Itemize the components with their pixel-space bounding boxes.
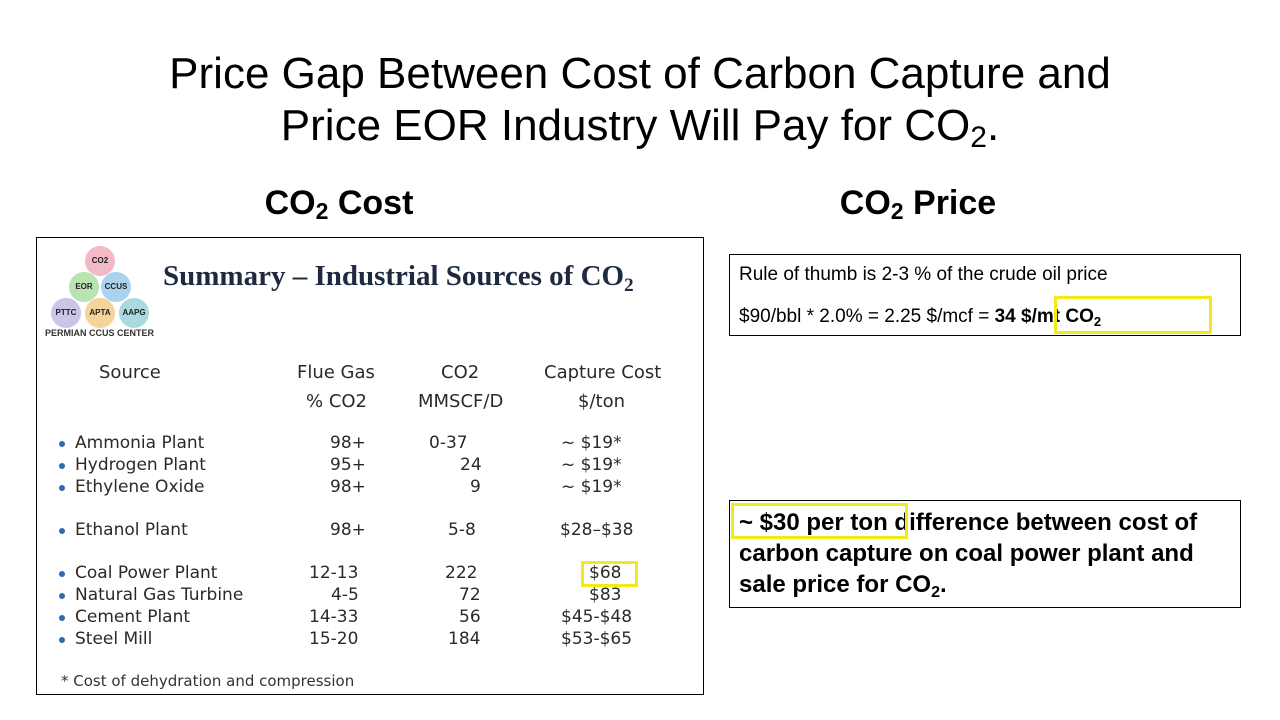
row-flue: 95+: [330, 455, 366, 475]
header-capture-cost: Capture Cost: [544, 362, 662, 383]
industrial-sources-table-image: CO2 EOR CCUS PTTC APTA AAPG PERMIAN CCUS…: [36, 237, 704, 695]
gap-subscript: 2: [931, 584, 940, 601]
slide-title-line2: Price EOR Industry Will Pay for CO2.: [0, 100, 1280, 154]
price-highlight-box: [1054, 296, 1212, 334]
gap-highlight-box: [731, 503, 908, 539]
row-source: Hydrogen Plant: [75, 455, 206, 475]
logo-bubble-ccus: CCUS: [101, 272, 131, 302]
heading-text: CO: [264, 184, 316, 222]
heading-text: Price: [903, 184, 997, 222]
header-flue-gas-unit: % CO2: [306, 391, 368, 412]
heading-subscript: 2: [890, 198, 904, 224]
row-source: Ethylene Oxide: [75, 477, 205, 497]
row-source: Ethanol Plant: [75, 520, 188, 540]
logo-bubble-co2: CO2: [85, 246, 115, 276]
header-co2-unit: MMSCF/D: [418, 391, 504, 412]
bullet-icon: [59, 441, 65, 447]
co2-cost-heading: CO2 Cost: [139, 184, 539, 223]
row-flue: 98+: [330, 477, 366, 497]
logo-bubble-aapg: AAPG: [119, 298, 149, 328]
heading-text: CO: [839, 184, 891, 222]
row-flue: 14-33: [309, 607, 359, 627]
summary-title-subscript: 2: [624, 275, 634, 296]
row-cost: ~ $19*: [561, 455, 622, 475]
row-cost: $83: [589, 585, 622, 605]
title-line2-text: Price EOR Industry Will Pay for CO: [280, 101, 971, 150]
header-flue-gas: Flue Gas: [297, 362, 375, 383]
footnote: * Cost of dehydration and compression: [61, 672, 355, 690]
header-capture-cost-unit: $/ton: [578, 391, 625, 412]
row-flue: 98+: [330, 520, 366, 540]
logo-bubble-apta: APTA: [85, 298, 115, 328]
bullet-icon: [59, 463, 65, 469]
row-source: Ammonia Plant: [75, 433, 205, 453]
bullet-icon: [59, 637, 65, 643]
header-co2: CO2: [441, 362, 480, 383]
row-co2: 0-37: [429, 433, 468, 453]
price-calc-pre: $90/bbl * 2.0% = 2.25 $/mcf =: [739, 306, 995, 327]
bullet-icon: [59, 528, 65, 534]
row-co2: 56: [459, 607, 481, 627]
co2-price-heading: CO2 Price: [718, 184, 1118, 223]
row-co2: 184: [448, 629, 481, 649]
logo-bubble-eor: EOR: [69, 272, 99, 302]
logo-bubble-pttc: PTTC: [51, 298, 81, 328]
row-cost: ~ $19*: [561, 477, 622, 497]
rule-of-thumb-text: Rule of thumb is 2-3 % of the crude oil …: [739, 264, 1108, 285]
gap-period: .: [939, 571, 947, 598]
gap-rest-text: difference between cost of carbon captur…: [739, 509, 1198, 598]
row-co2: 72: [459, 585, 481, 605]
summary-title: Summary – Industrial Sources of CO2: [163, 260, 634, 296]
permian-ccus-logo: CO2 EOR CCUS PTTC APTA AAPG: [45, 246, 157, 342]
row-cost: ~ $19*: [561, 433, 622, 453]
logo-caption: PERMIAN CCUS CENTER: [45, 328, 155, 338]
row-cost: $45-$48: [561, 607, 633, 627]
row-co2: 222: [445, 563, 478, 583]
row-co2: 9: [470, 477, 481, 497]
title-period: .: [986, 101, 1000, 150]
co2-price-text: 34 $/mt CO: [994, 306, 1094, 327]
row-co2: 5-8: [448, 520, 476, 540]
row-flue: 15-20: [309, 629, 359, 649]
title-subscript: 2: [970, 121, 987, 154]
co2-price-box: Rule of thumb is 2-3 % of the crude oil …: [729, 254, 1241, 336]
row-source: Coal Power Plant: [75, 563, 218, 583]
price-calculation-text: $90/bbl * 2.0% = 2.25 $/mcf = 34 $/mt CO…: [739, 306, 1101, 328]
row-flue: 4-5: [331, 585, 359, 605]
bullet-icon: [59, 615, 65, 621]
row-source: Cement Plant: [75, 607, 191, 627]
row-source: Natural Gas Turbine: [75, 585, 244, 605]
heading-subscript: 2: [315, 198, 329, 224]
row-flue: 12-13: [309, 563, 359, 583]
row-cost: $53-$65: [561, 629, 633, 649]
co2-price-subscript: 2: [1093, 314, 1102, 329]
price-gap-box: ~ $30 per ton difference between cost of…: [729, 500, 1241, 608]
slide-title-line1: Price Gap Between Cost of Carbon Capture…: [169, 49, 1111, 98]
row-flue: 98+: [330, 433, 366, 453]
bullet-icon: [59, 593, 65, 599]
gap-highlight-text: ~ $30 per ton: [739, 509, 888, 536]
row-co2: 24: [460, 455, 482, 475]
sources-table: Source Flue Gas % CO2 CO2 MMSCF/D Captur…: [37, 238, 703, 694]
row-cost: $28–$38: [560, 520, 634, 540]
summary-title-text: Summary – Industrial Sources of CO: [163, 260, 625, 292]
row-cost: $68: [589, 563, 622, 583]
header-source: Source: [99, 362, 161, 383]
bullet-icon: [59, 485, 65, 491]
heading-text: Cost: [328, 184, 414, 222]
bullet-icon: [59, 571, 65, 577]
co2-price-value: 34 $/mt CO2: [994, 306, 1102, 329]
coal-cost-highlight-box: [581, 561, 638, 587]
row-source: Steel Mill: [75, 629, 153, 649]
